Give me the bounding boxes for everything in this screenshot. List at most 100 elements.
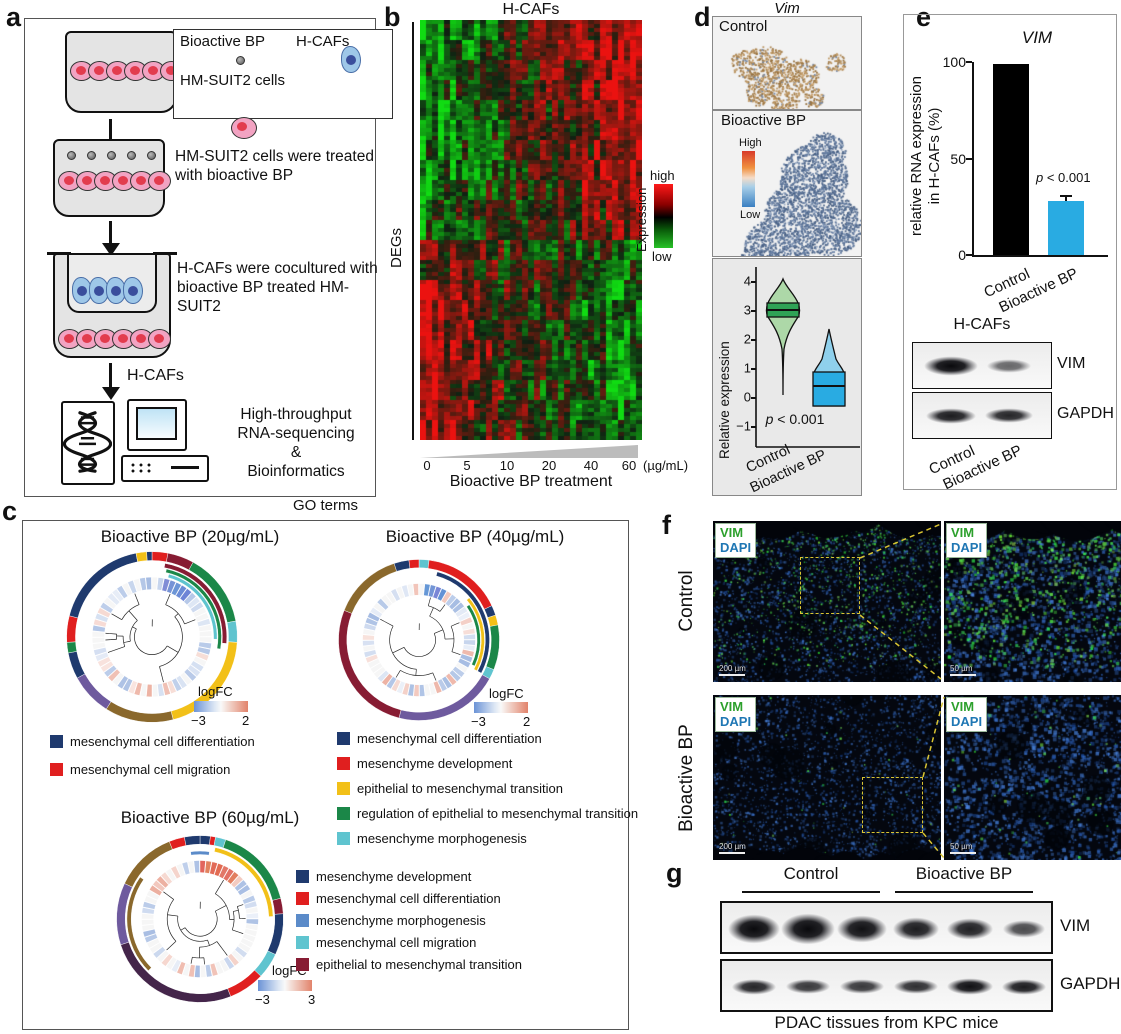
blue-cell-row [72, 277, 143, 304]
transwell-insert-icon [67, 255, 157, 313]
go20-legend: mesenchymal cell differentiation mesenchy… [50, 734, 255, 790]
hmsuit2-cell-icon [148, 329, 171, 349]
g-group-line-treated [895, 891, 1033, 893]
go60-title: Bioactive BP (60µg/mL) [120, 808, 300, 827]
go-terms-title: GO terms [292, 497, 358, 514]
heatmap-ylabel: DEGs [388, 227, 405, 268]
go-legend-label: epithelial to mesenchymal transition [316, 957, 522, 972]
flow-arrow-stem [109, 119, 112, 145]
western-blot-gapdh [912, 392, 1052, 439]
go-legend-swatch [50, 763, 63, 776]
go20-title: Bioactive BP (20µg/mL) [100, 527, 280, 546]
go-legend-item: regulation of epithelial to mesenchymal … [337, 806, 638, 821]
blot-band [946, 978, 994, 995]
bar-control [993, 63, 1029, 255]
blot-band [892, 916, 940, 941]
violin-pvalue: p < 0.001 [753, 411, 837, 427]
go60-logfc-max: 3 [308, 992, 316, 1007]
go40-legend: mesenchymal cell differentiation mesenchy… [337, 731, 638, 856]
if-image-treated-right: VIM DAPI 50 µm [944, 695, 1121, 860]
go-legend-swatch [50, 735, 63, 748]
spatial-treated-box: Bioactive BP High Low [712, 110, 862, 257]
go40-logfc-colorbar [474, 702, 528, 713]
heatmap-xtick: 5 [463, 458, 471, 473]
panel-a-label: a [6, 2, 22, 32]
go-legend-label: mesenchymal cell differentiation [70, 734, 255, 749]
p-symbol: p [765, 411, 774, 427]
marker-badge: VIM DAPI [946, 523, 988, 558]
go-legend-label: mesenchymal cell migration [70, 762, 231, 777]
flow-arrow-stem [109, 221, 112, 245]
spatial-control-box: Control [712, 16, 862, 110]
go-legend-label: mesenchymal cell differentiation [357, 731, 542, 746]
spatial-control-plot [713, 35, 861, 109]
pink-cell-row [58, 329, 171, 349]
go20-circular-plot [66, 551, 238, 723]
if-image-treated-left: VIM DAPI 200 µm [713, 695, 941, 860]
go-legend-swatch [337, 757, 350, 770]
if-image-control-left: VIM DAPI 200 µm [713, 521, 941, 682]
spatial-control-label: Control [719, 18, 768, 35]
go-legend-label: epithelial to mesenchymal transition [357, 781, 563, 796]
scale-bar-label: 50 µm [950, 664, 976, 676]
hmsuit2-cell-icon [124, 61, 147, 81]
go40-title: Bioactive BP (40µg/mL) [385, 527, 565, 546]
go-legend-item: mesenchymal cell differentiation [296, 891, 522, 906]
heatmap-xtick: 20 [541, 458, 557, 473]
vim-marker-label: VIM [720, 525, 744, 540]
panel-g-label: g [666, 858, 683, 888]
g-group-control: Control [783, 864, 839, 883]
panel-b-label: b [384, 2, 401, 32]
bp-particle-icon [107, 151, 116, 160]
go-legend-swatch [296, 892, 309, 905]
violin-ytick-mark [751, 281, 756, 283]
scale-bar-label: 50 µm [950, 842, 976, 854]
culture-dish-icon [65, 31, 183, 113]
marker-badge: VIM DAPI [715, 697, 757, 732]
vim-marker-label: VIM [720, 699, 744, 714]
dose-gradient-wedge [420, 445, 638, 458]
panel-f-label: f [662, 510, 671, 540]
blot-band [836, 914, 888, 943]
spatial-cbar-low: Low [740, 209, 761, 221]
dapi-marker-label: DAPI [951, 540, 983, 555]
hcaf-cell-icon [341, 46, 361, 73]
dna-helix-icon [63, 411, 112, 473]
go60-legend: mesenchyme development mesenchymal cell d… [296, 869, 522, 979]
bp-particle-icon [87, 151, 96, 160]
legend-label-hmsuit2: HM-SUIT2 cells [180, 72, 286, 89]
blot-band [785, 979, 831, 994]
legend-label-bioactive-bp: Bioactive BP [180, 33, 266, 50]
bar-treated [1048, 200, 1084, 255]
dna-document-icon [61, 401, 115, 485]
go60-circular-plot [116, 835, 284, 1003]
bar-ytick: 100 [942, 54, 966, 70]
expression-colorbar [654, 184, 673, 248]
blot-gapdh-label: GAPDH [1057, 405, 1114, 422]
go20-logfc-max: 2 [242, 713, 250, 728]
f-row2-label: Bioactive BP [676, 724, 697, 832]
colorbar-low-label: low [652, 249, 672, 264]
panel-a-box: Bioactive BP H-CAFs HM-SUIT2 cells HM-SU… [24, 18, 393, 497]
output-line3: & [290, 444, 302, 461]
go-legend-label: mesenchyme development [357, 756, 513, 771]
go-legend-item: mesenchymal cell migration [296, 935, 522, 950]
flow-arrow-icon [102, 243, 120, 256]
violin-ytick: −1 [736, 418, 751, 434]
violin-control [765, 277, 801, 396]
go40-logfc-label: logFC [489, 686, 524, 701]
go-legend-swatch [337, 832, 350, 845]
blot-band [946, 917, 994, 940]
panel-c-label: c [2, 496, 18, 526]
blot-band [1001, 978, 1047, 995]
hmsuit2-cell-icon [231, 117, 257, 139]
violin-ytick: 2 [743, 331, 751, 347]
panel-a-output-text: High-throughput RNA-sequencing & Bioinfo… [203, 405, 389, 481]
expression-heatmap [420, 20, 642, 440]
blot-band [893, 979, 939, 994]
g-group-line-control [742, 891, 880, 893]
violin-ytick-mark [751, 426, 756, 428]
bar-ytick: 50 [950, 150, 966, 167]
go60-logfc-colorbar [258, 980, 312, 991]
